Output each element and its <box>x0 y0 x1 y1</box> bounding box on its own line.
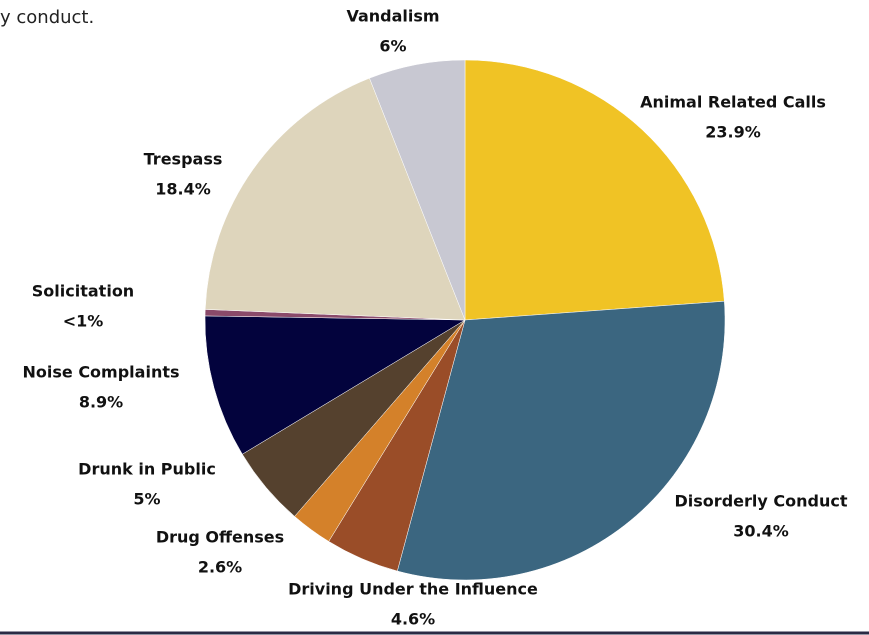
slice-value-label: 30.4% <box>733 522 789 541</box>
slice-value-label: 2.6% <box>198 558 242 577</box>
slice-value-label: 23.9% <box>705 123 761 142</box>
slice-label: Solicitation <box>32 282 134 301</box>
slice-value-label: 6% <box>379 37 406 56</box>
slice-label: Trespass <box>144 150 223 169</box>
slice-label: Disorderly Conduct <box>675 492 848 511</box>
pie-slice <box>464 59 725 321</box>
slice-label: Noise Complaints <box>23 363 180 382</box>
pie-slice <box>204 77 466 321</box>
slice-label: Drug Offenses <box>156 528 284 547</box>
slice-value-label: 18.4% <box>155 180 211 199</box>
slice-value-label: 8.9% <box>79 393 123 412</box>
pie-slice <box>397 300 726 581</box>
slice-label: Drunk in Public <box>78 460 216 479</box>
slice-label: Animal Related Calls <box>640 93 826 112</box>
pie-slice <box>204 315 466 455</box>
slice-value-label: <1% <box>63 312 104 331</box>
intro-text: y conduct. <box>0 7 94 28</box>
slice-value-label: 4.6% <box>391 610 435 629</box>
slice-label: Driving Under the Influence <box>288 580 538 599</box>
slice-value-label: 5% <box>133 490 160 509</box>
pie-slice <box>369 59 466 321</box>
slice-label: Vandalism <box>346 7 439 26</box>
